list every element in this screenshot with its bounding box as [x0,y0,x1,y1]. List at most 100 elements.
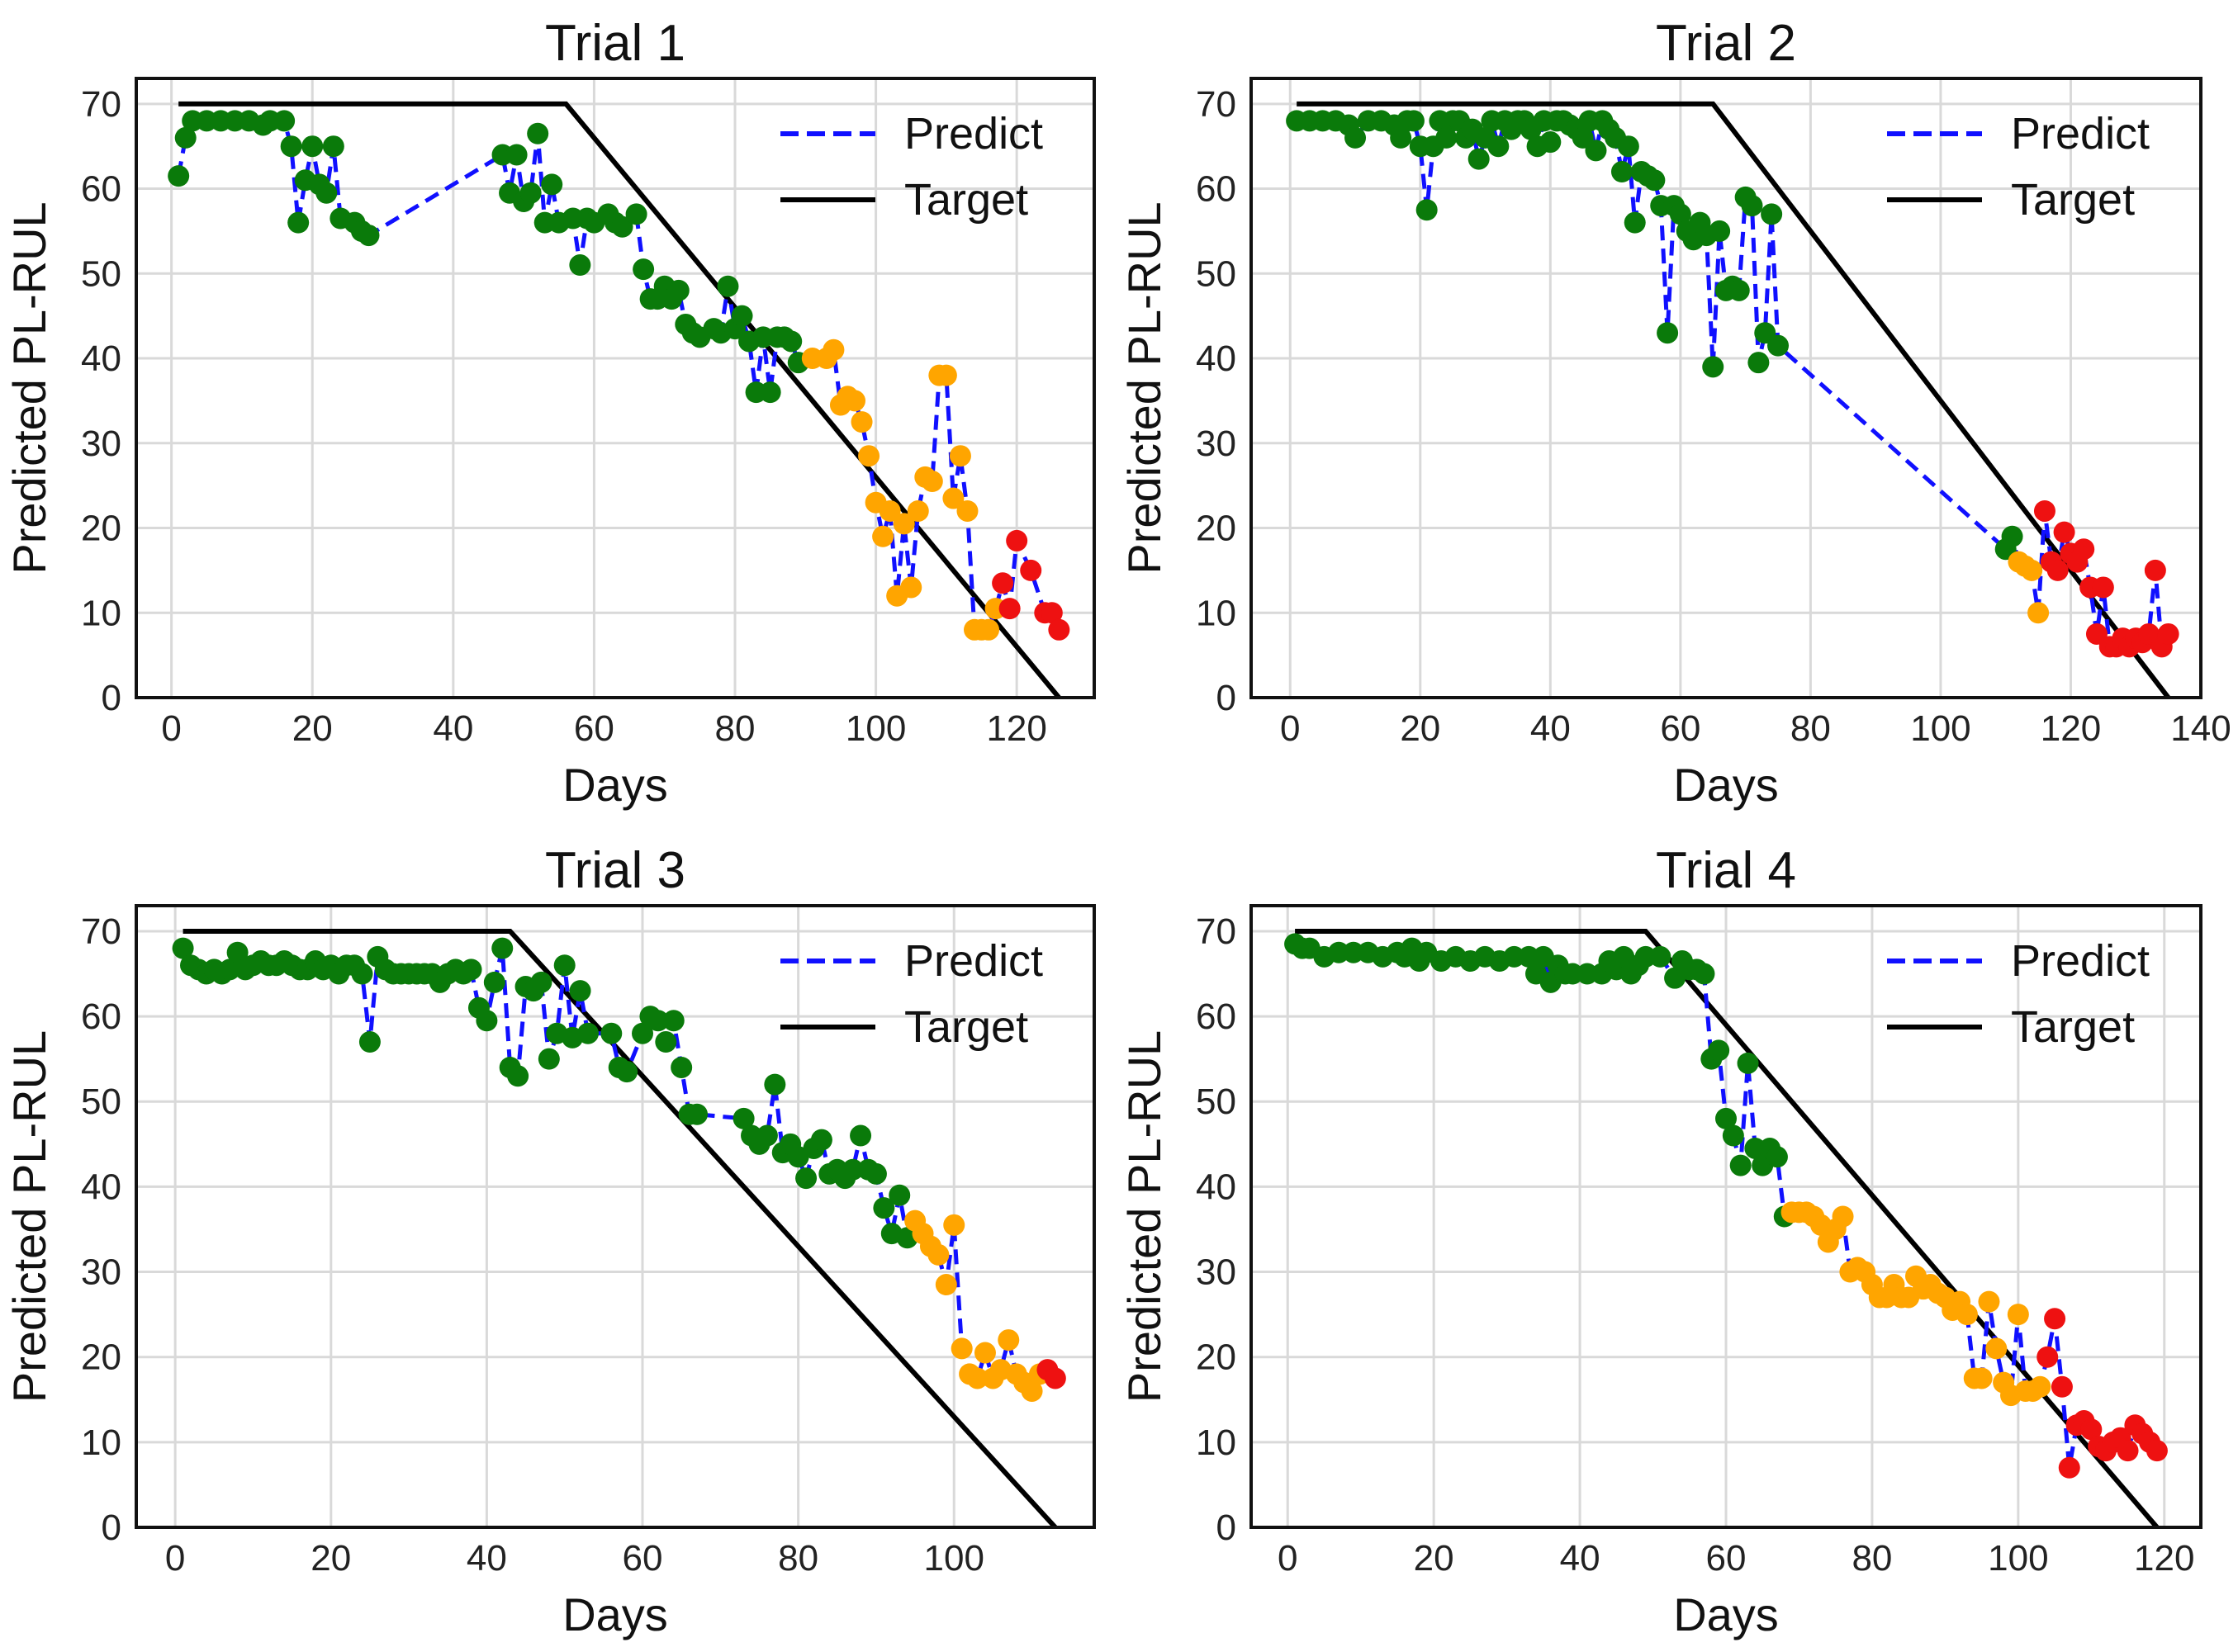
chart-panel-trial-2: 0 20 40 60 80 100 120 140 0 10 20 30 40 50 60 70 Trial 2… [1118,15,2231,811]
legend-predict-label: Predict [904,936,1043,986]
x-tick-label: 140 [2170,708,2231,749]
chart-panel-trial-4: 0 20 40 60 80 100 120 0 10 20 30 40 50 60 70 Trial 4 Day… [1118,842,2202,1640]
predict-point [1020,559,1042,581]
predict-point [219,959,241,981]
x-tick-label: 100 [1988,1538,2048,1579]
y-tick-label: 40 [81,1167,121,1207]
predict-point [1737,1052,1759,1074]
x-axis-label: Days [1673,759,1779,811]
predict-point [851,411,873,433]
predict-point [992,572,1014,594]
predict-point [907,499,929,522]
y-axis-label: Predicted PL-RUL [3,201,55,574]
predict-point [951,1337,973,1360]
y-tick-label: 60 [1196,996,1236,1037]
predict-point [616,1061,638,1083]
predict-point [717,275,739,297]
x-tick-label: 80 [778,1538,818,1579]
x-tick-label: 40 [1530,708,1571,749]
predict-point [483,971,505,993]
y-tick-label: 10 [1196,593,1236,633]
y-tick-label: 0 [1216,1508,1236,1548]
predict-point [686,1103,709,1125]
y-tick-label: 20 [1196,1337,1236,1378]
predict-point [174,126,197,149]
x-tick-label: 40 [433,708,473,749]
y-tick-label: 30 [1196,1252,1236,1293]
predict-point [756,1124,778,1147]
predict-point [1729,1154,1752,1176]
predict-point [1702,356,1724,378]
predict-point [810,1129,832,1151]
predict-point [172,937,194,959]
y-tick-label: 0 [102,1508,121,1548]
x-tick-label: 80 [1852,1538,1892,1579]
predict-point [1044,1367,1066,1389]
predict-point [1585,140,1607,162]
predict-point [2021,559,2043,581]
y-tick-label: 10 [1196,1422,1236,1463]
x-tick-label: 20 [1400,708,1440,749]
predict-point [611,215,633,238]
predict-point [2117,1440,2139,1462]
x-tick-label: 120 [2134,1538,2194,1579]
predict-point [966,1367,989,1389]
predict-point [667,279,690,301]
predict-point [865,1162,887,1185]
predict-point [927,1243,950,1266]
y-tick-label: 30 [1196,424,1236,464]
target-line [178,101,1061,699]
predict-point [759,381,781,404]
predict-point [226,941,249,963]
predict-point [358,1031,381,1053]
x-tick-label: 120 [2041,708,2101,749]
predict-point [2001,525,2023,547]
predict-point [1985,1337,2008,1360]
y-tick-label: 50 [1196,1082,1236,1122]
y-tick-label: 70 [81,84,121,125]
chart-panel-trial-3: 0 20 40 60 80 100 0 10 20 30 40 50 60 70 Trial 3 Days Pr… [3,842,1096,1640]
predict-point [1643,169,1666,192]
chart-panel-trial-1: 0 20 40 60 80 100 120 0 10 20 30 40 50 60 70 Trial 1 Day… [3,15,1096,811]
x-tick-label: 20 [311,1538,351,1579]
chart-title: Trial 4 [1656,842,1796,899]
predict-point [2007,1304,2029,1326]
predict-point [505,144,528,166]
y-tick-label: 60 [81,169,121,210]
predict-point [1728,279,1750,301]
predict-point [600,1022,623,1044]
legend-target-label: Target [904,175,1028,225]
x-axis-label: Days [1673,1588,1779,1640]
predict-point [2080,1418,2103,1441]
axes-frame [135,77,1096,699]
axes-frame [1249,77,2202,699]
legend-target-label: Target [2011,1002,2135,1052]
y-tick-label: 60 [1196,169,1236,210]
x-tick-label: 0 [165,1538,185,1579]
predict-point [662,1010,685,1032]
predict-point [974,1342,996,1364]
predict-point [1539,131,1562,154]
predict-point [943,1214,965,1236]
legend-predict-label: Predict [2011,109,2150,159]
y-axis-label: Predicted PL-RUL [1118,201,1170,574]
predict-point [2046,559,2069,581]
legend-predict-label: Predict [2011,936,2150,986]
predict-point [507,1065,529,1087]
predict-point [322,135,344,158]
predict-point [1021,1380,1043,1402]
predict-point [280,135,302,158]
predict-point [2053,521,2075,543]
predict-point [2092,576,2114,599]
y-tick-label: 70 [1196,84,1236,125]
x-tick-label: 80 [715,708,756,749]
predict-point [935,1274,957,1296]
predict-point [2029,1375,2051,1398]
predict-point [935,364,957,386]
y-tick-label: 10 [81,593,121,633]
predict-point [1415,199,1438,221]
predict-point [569,254,591,277]
predict-point [2033,499,2055,522]
predict-point [1006,529,1028,551]
